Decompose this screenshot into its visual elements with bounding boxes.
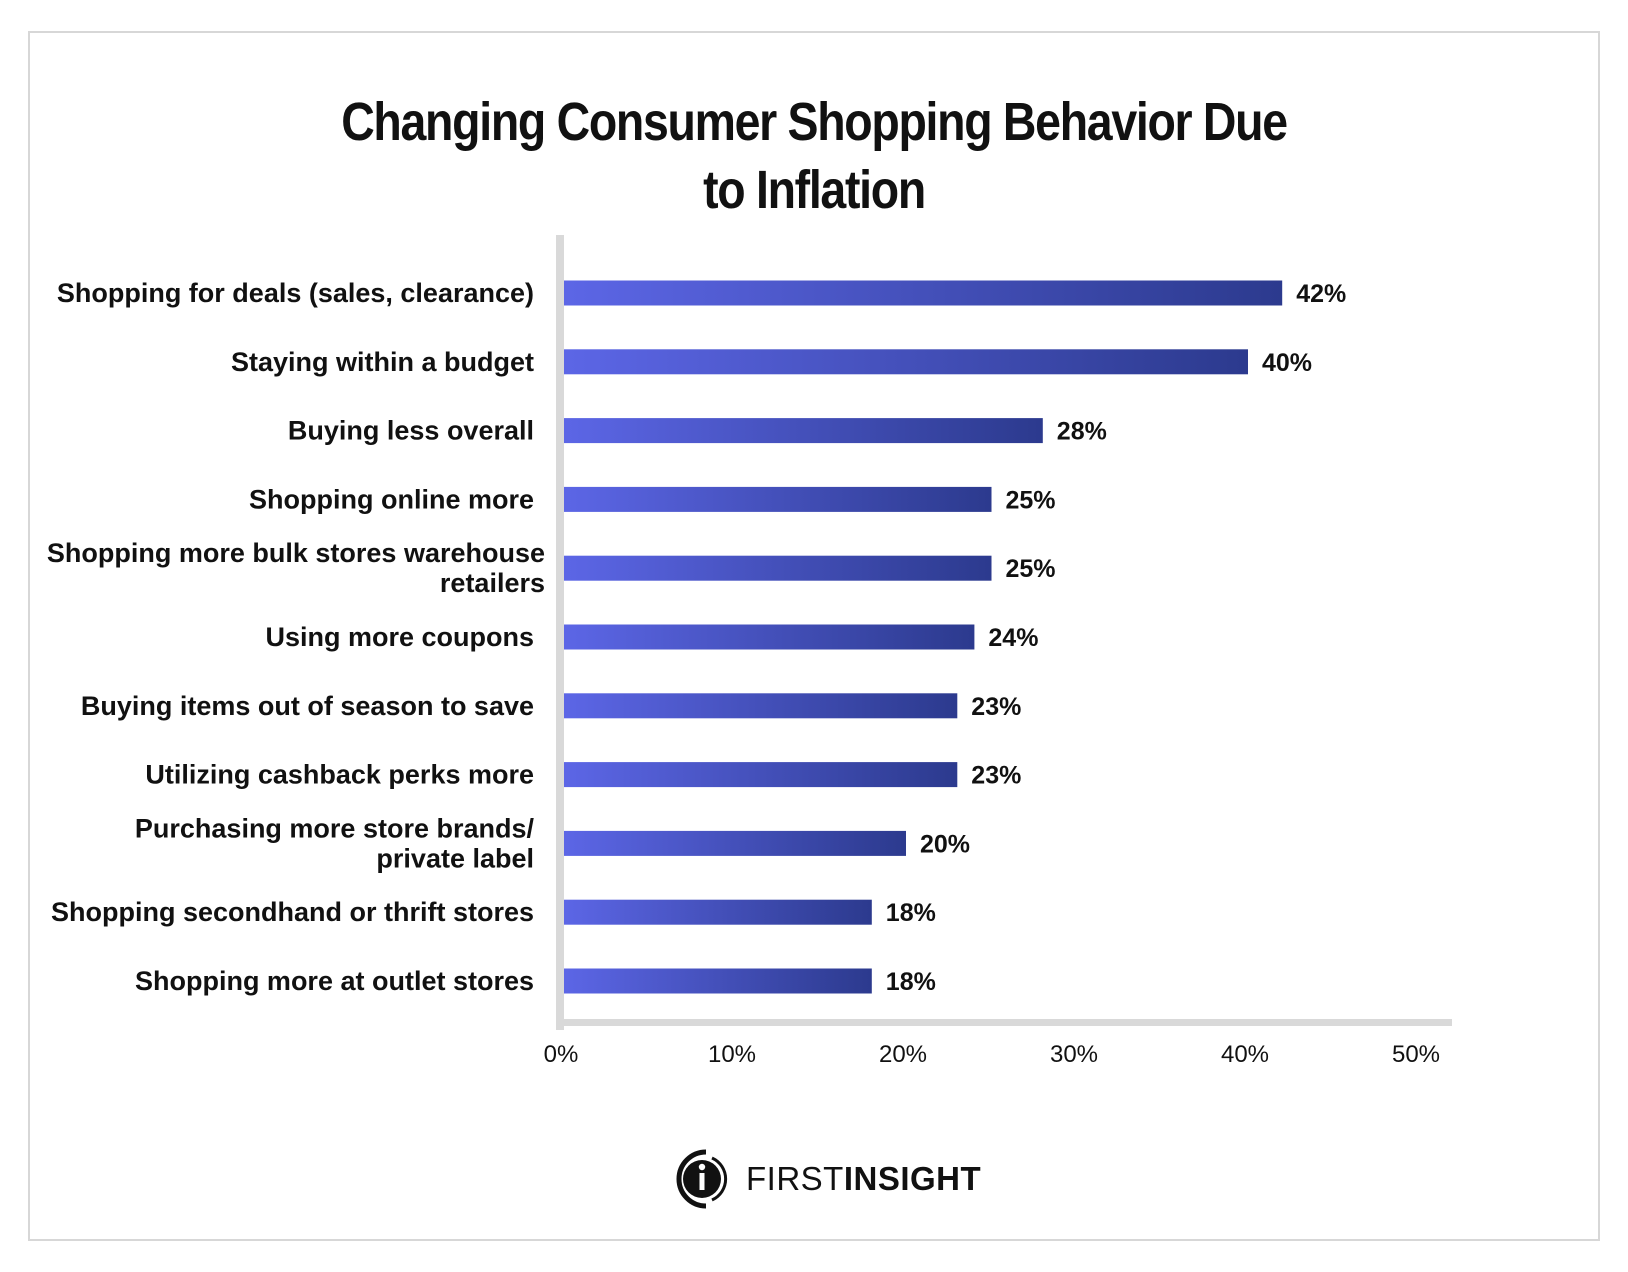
chart-title-line-2: to Inflation <box>703 160 926 220</box>
y-axis-line <box>556 235 564 1030</box>
bar <box>564 280 1283 306</box>
bar <box>564 349 1248 375</box>
logo-wordmark: FIRSTINSIGHT <box>746 1160 981 1198</box>
chart-title-line-1: Changing Consumer Shopping Behavior Due <box>341 92 1288 152</box>
category-label: retailers <box>440 568 545 598</box>
bar-value-label: 25% <box>1006 555 1056 583</box>
bar <box>564 762 958 788</box>
bar-value-label: 18% <box>886 968 936 996</box>
bar-value-label: 18% <box>886 899 936 927</box>
category-label: Shopping for deals (sales, clearance) <box>57 278 534 308</box>
bar <box>564 968 872 994</box>
x-tick-label: 40% <box>1221 1041 1269 1068</box>
category-label: Shopping secondhand or thrift stores <box>51 897 534 927</box>
category-label: private label <box>376 843 534 873</box>
category-label: Shopping more bulk stores warehouse <box>47 538 545 568</box>
x-axis-line <box>556 1019 1452 1026</box>
bar <box>564 624 975 650</box>
category-label: Buying less overall <box>288 416 534 446</box>
bar-value-label: 23% <box>971 762 1021 790</box>
bar <box>564 693 958 719</box>
x-tick-label: 10% <box>708 1041 756 1068</box>
bar-value-label: 42% <box>1296 280 1346 308</box>
bar <box>564 830 906 856</box>
bar <box>564 486 992 512</box>
firstinsight-logo-icon <box>676 1149 728 1209</box>
firstinsight-logo: FIRSTINSIGHT <box>676 1148 981 1210</box>
logo-word-insight: INSIGHT <box>843 1160 982 1197</box>
x-tick-label: 0% <box>544 1041 579 1068</box>
bar-value-label: 25% <box>1006 486 1056 514</box>
category-label: Utilizing cashback perks more <box>145 760 534 790</box>
category-label: Shopping online more <box>249 484 534 514</box>
bar-value-label: 23% <box>971 693 1021 721</box>
logo-word-first: FIRST <box>746 1160 844 1197</box>
category-label: Buying items out of season to save <box>81 691 534 721</box>
category-label: Shopping more at outlet stores <box>135 966 534 996</box>
bar <box>564 418 1043 444</box>
category-label: Purchasing more store brands/ <box>135 813 535 843</box>
category-label: Staying within a budget <box>231 347 534 377</box>
x-tick-label: 50% <box>1392 1041 1440 1068</box>
bar-value-label: 20% <box>920 830 970 858</box>
bar <box>564 555 992 581</box>
x-tick-label: 20% <box>879 1041 927 1068</box>
bar-value-label: 24% <box>988 624 1038 652</box>
bar-value-label: 28% <box>1057 418 1107 446</box>
bar <box>564 899 872 925</box>
bar-value-label: 40% <box>1262 349 1312 377</box>
chart-title: Changing Consumer Shopping Behavior Due … <box>114 88 1514 224</box>
x-tick-label: 30% <box>1050 1041 1098 1068</box>
category-label: Using more coupons <box>265 622 534 652</box>
